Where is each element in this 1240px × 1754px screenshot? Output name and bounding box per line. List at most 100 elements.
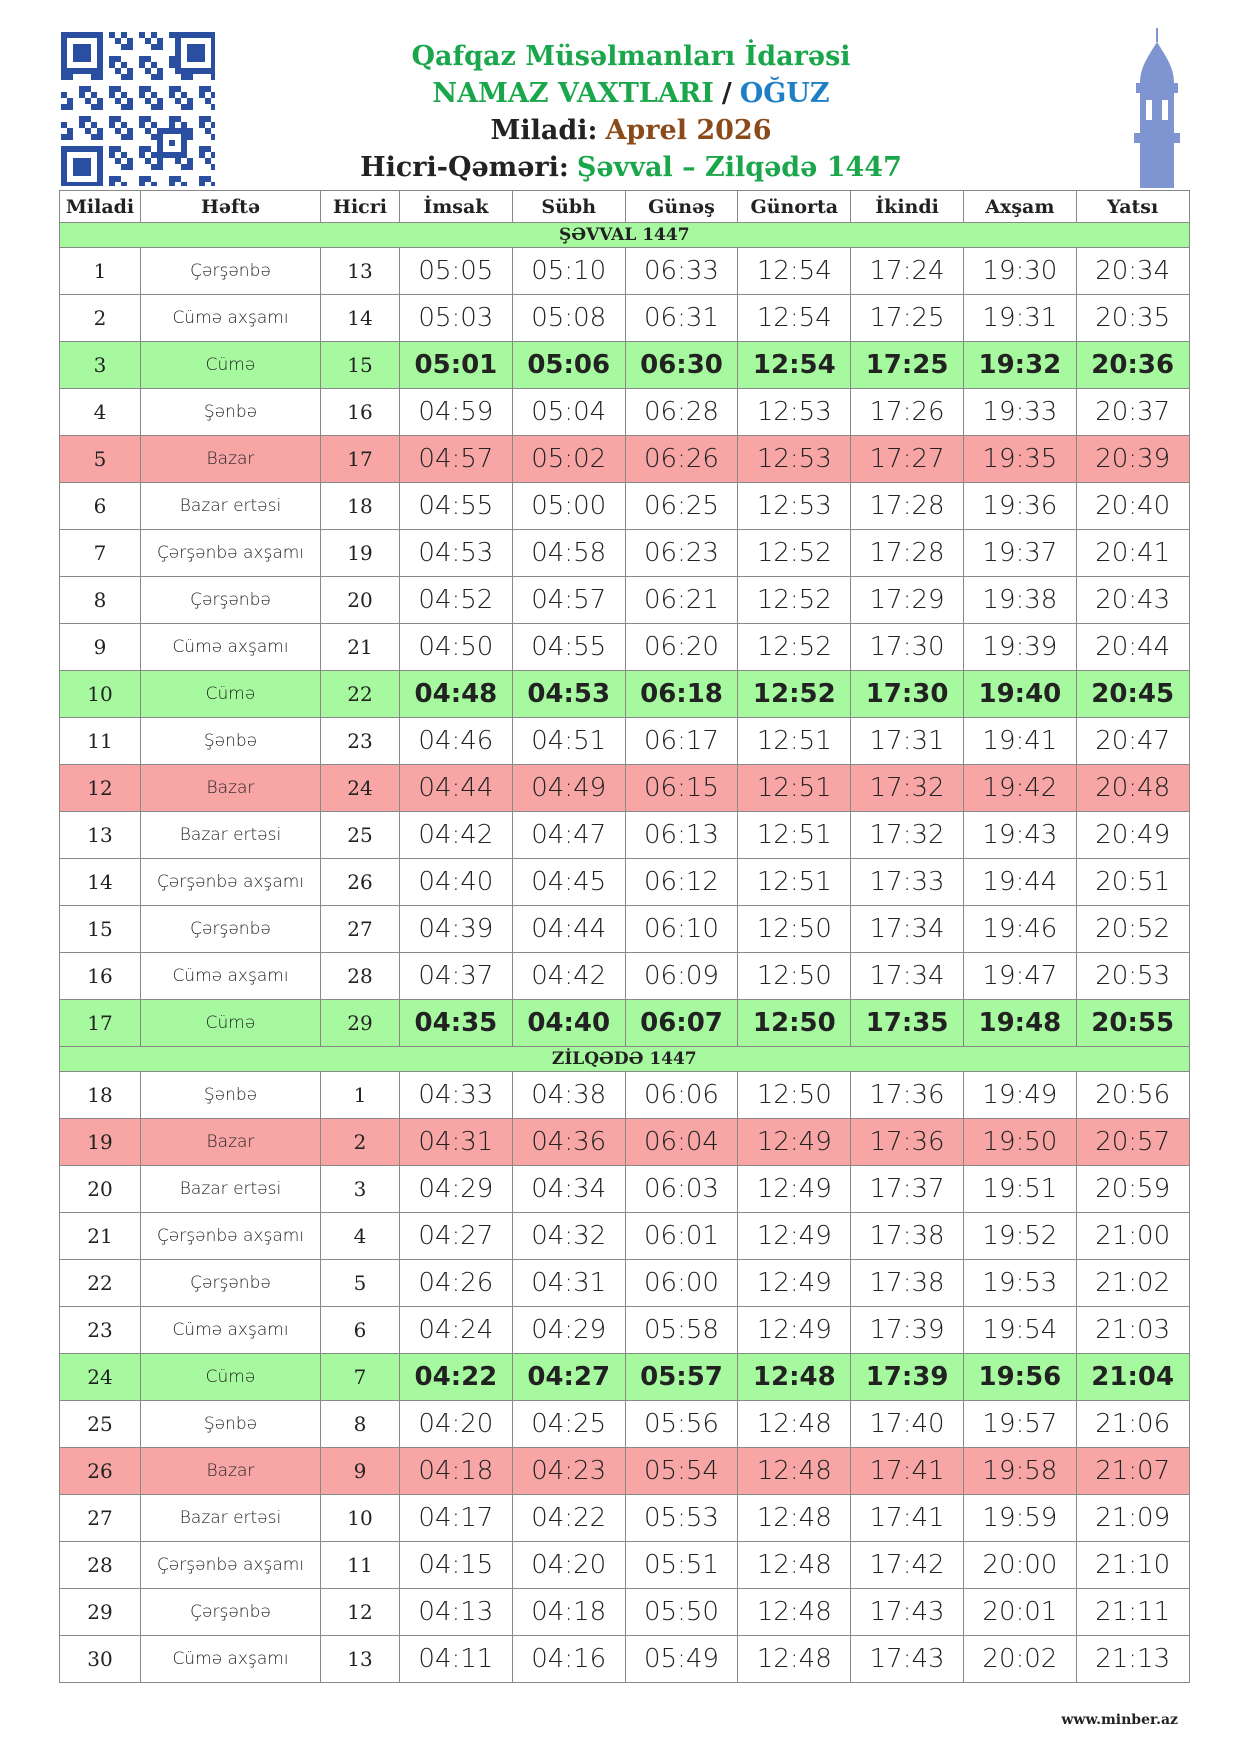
table-cell: 12:49 [737,1118,852,1166]
table-row: 20 Bazar ertəsi 3 04:29 04:34 06:03 12:49 17:37… [59,1165,1190,1213]
table-cell: Cümə axşamı [140,1306,321,1354]
table-cell: Çərşənbə [140,1588,321,1636]
table-cell: 8 [320,1400,400,1448]
table-cell: 04:50 [399,623,513,671]
table-cell: 06:06 [624,1071,739,1119]
table-cell: 19:57 [962,1400,1077,1448]
table-cell: 05:04 [511,388,626,436]
table-cell: 24 [320,764,400,812]
table-cell: 23 [59,1306,141,1354]
table-cell: 29 [320,999,400,1047]
table-cell: 17:26 [850,388,964,436]
table-cell: 12:54 [737,247,852,295]
table-cell: Şənbə [140,1071,321,1119]
table-cell: 19 [59,1118,141,1166]
table-cell: 21:09 [1075,1494,1190,1542]
table-cell: 21 [320,623,400,671]
table-cell: Bazar ertəsi [140,482,321,530]
table-cell: 19:33 [962,388,1077,436]
section-row: ŞƏVVAL 1447 [59,222,1190,248]
table-cell: 05:58 [624,1306,739,1354]
table-row: 3 Cümə 15 05:01 05:06 06:30 12:54 17:25 19:32 20:… [59,341,1190,389]
table-cell: 9 [320,1447,400,1495]
table-row: 11 Şənbə 23 04:46 04:51 06:17 12:51 17:31 19:41 2… [59,717,1190,765]
table-cell: 25 [59,1400,141,1448]
table-row: 12 Bazar 24 04:44 04:49 06:15 12:51 17:32 19:42 2… [59,764,1190,812]
table-cell: 4 [59,388,141,436]
table-cell: 7 [320,1353,400,1401]
table-row: 4 Şənbə 16 04:59 05:04 06:28 12:53 17:26 19:33 20… [59,388,1190,436]
table-cell: 06:23 [624,529,739,577]
table-cell: 5 [320,1259,400,1307]
table-cell: 19:53 [962,1259,1077,1307]
table-cell: 25 [320,811,400,859]
table-cell: 05:10 [511,247,626,295]
table-cell: 04:49 [511,764,626,812]
table-cell: 17:27 [850,435,964,483]
table-cell: 04:20 [399,1400,513,1448]
table-cell: 17 [320,435,400,483]
table-cell: 17:31 [850,717,964,765]
table-cell: 20:41 [1075,529,1190,577]
table-cell: 12:54 [737,341,852,389]
table-cell: 19:50 [962,1118,1077,1166]
table-cell: Şənbə [140,1400,321,1448]
table-row: 27 Bazar ertəsi 10 04:17 04:22 05:53 12:48 17:4… [59,1494,1190,1542]
header-text: Şəvval – Zilqədə 1447 [576,152,902,183]
table-cell: 18 [320,482,400,530]
column-header: Günəş [624,190,739,223]
table-cell: 05:57 [624,1353,739,1401]
prayer-table: Miladi Həftə Hicri İmsak Sübh Günəş Günorta İki… [59,190,1190,1683]
table-cell: 04:22 [511,1494,626,1542]
section-title: ŞƏVVAL 1447 [59,222,1190,248]
table-cell: 05:08 [511,294,626,342]
table-cell: Cümə axşamı [140,294,321,342]
table-cell: 12:49 [737,1165,852,1213]
table-cell: 04:53 [511,670,626,718]
table-cell: 26 [320,858,400,906]
table-cell: 06:17 [624,717,739,765]
table-cell: 12:50 [737,952,852,1000]
table-cell: 17:32 [850,764,964,812]
table-cell: 04:48 [399,670,513,718]
table-cell: 24 [59,1353,141,1401]
table-cell: 20:45 [1075,670,1190,718]
table-cell: 19:32 [962,341,1077,389]
table-cell: 10 [320,1494,400,1542]
table-cell: 20:59 [1075,1165,1190,1213]
table-cell: 20:43 [1075,576,1190,624]
table-cell: 17:38 [850,1259,964,1307]
table-cell: 17:43 [850,1588,964,1636]
table-cell: 4 [320,1212,400,1260]
table-cell: 22 [59,1259,141,1307]
table-cell: 19:56 [962,1353,1077,1401]
column-header: İmsak [399,190,513,223]
table-row: 10 Cümə 22 04:48 04:53 06:18 12:52 17:30 19:40 20… [59,670,1190,718]
table-cell: 19:47 [962,952,1077,1000]
table-cell: 04:39 [399,905,513,953]
table-cell: 06:18 [624,670,739,718]
table-cell: 17:35 [850,999,964,1047]
table-cell: 04:16 [511,1635,626,1683]
table-cell: 04:25 [511,1400,626,1448]
table-cell: 17 [59,999,141,1047]
table-cell: 20 [320,576,400,624]
table-cell: 12:49 [737,1306,852,1354]
table-cell: Çərşənbə [140,905,321,953]
table-cell: 2 [320,1118,400,1166]
table-cell: 20:39 [1075,435,1190,483]
table-cell: 17:25 [850,341,964,389]
column-header: Həftə [140,190,321,223]
table-cell: 19:49 [962,1071,1077,1119]
table-cell: Cümə axşamı [140,623,321,671]
table-cell: 17:28 [850,529,964,577]
table-cell: Bazar [140,1447,321,1495]
table-cell: Çərşənbə axşamı [140,1541,321,1589]
table-cell: Cümə [140,999,321,1047]
table-cell: 20:52 [1075,905,1190,953]
table-cell: 12:51 [737,764,852,812]
table-cell: 19:36 [962,482,1077,530]
table-cell: 17:36 [850,1118,964,1166]
table-cell: Bazar [140,435,321,483]
table-cell: 14 [320,294,400,342]
